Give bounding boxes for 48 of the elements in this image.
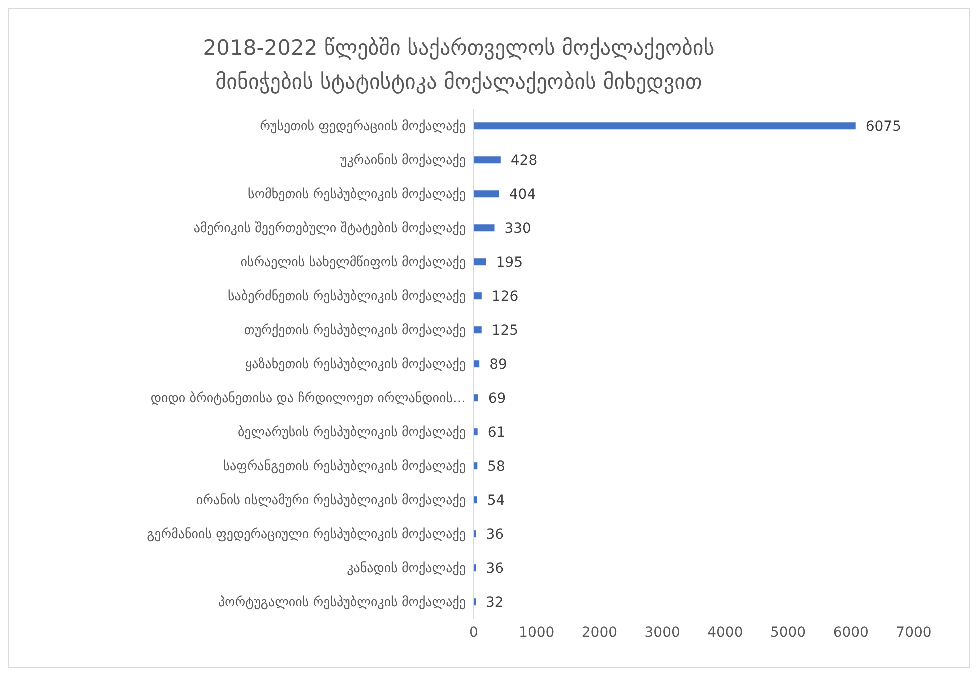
x-tick-label: 6000 xyxy=(833,624,869,641)
data-label: 36 xyxy=(486,561,504,578)
x-tick-label: 1000 xyxy=(519,624,555,641)
bar xyxy=(474,258,486,266)
data-label: 61 xyxy=(488,425,506,442)
bar xyxy=(474,224,495,232)
data-label: 404 xyxy=(509,187,536,204)
bar xyxy=(474,428,478,436)
data-label: 89 xyxy=(490,357,508,374)
bar xyxy=(474,326,482,334)
data-label: 428 xyxy=(510,153,538,170)
y-tick-label: რუსეთის ფედერაციის მოქალაქე xyxy=(260,120,466,135)
y-tick-label: ამერიკის შეერთებული შტატების მოქალაქე xyxy=(194,222,466,237)
data-label: 36 xyxy=(486,527,504,544)
y-tick-label: პორტუგალიის რესპუბლიკის მოქალაქე xyxy=(218,596,466,611)
x-tick-label: 2000 xyxy=(582,624,618,641)
y-tick-label: ბელარუსის რესპუბლიკის მოქალაქე xyxy=(238,426,466,441)
bar xyxy=(474,292,482,300)
y-tick-label: სომხეთის რესპუბლიკის მოქალაქე xyxy=(248,188,466,203)
data-label: 6075 xyxy=(866,119,902,136)
data-label: 69 xyxy=(488,391,506,408)
data-label: 125 xyxy=(492,323,519,340)
y-tick-label: დიდი ბრიტანეთისა და ჩრდილოეთ ირლანდიის… xyxy=(150,392,466,407)
data-label: 195 xyxy=(496,255,523,272)
y-tick-label: საფრანგეთის რესპუბლიკის მოქალაქე xyxy=(223,460,466,475)
data-label: 54 xyxy=(487,493,506,510)
bar xyxy=(474,122,856,130)
chart-title: 2018-2022 წლებში საქართველოს მოქალაქეობის მინიჭების სტატისტიკა მოქალაქეობის მიხედვით xyxy=(202,35,716,96)
data-label: 330 xyxy=(504,221,532,238)
y-tick-label: უკრაინის მოქალაქე xyxy=(340,154,466,169)
x-tick-label: 0 xyxy=(470,624,478,641)
x-tick-label: 7000 xyxy=(896,624,932,641)
bar xyxy=(474,394,478,402)
y-tick-label: ისრაელის სახელმწიფოს მოქალაქე xyxy=(240,256,466,271)
x-tick-label: 3000 xyxy=(644,624,680,641)
data-label: 58 xyxy=(488,459,506,476)
y-tick-label: გერმანიის ფედერაციული რესპუბლიკის მოქალაქე xyxy=(147,528,466,543)
y-tick-label: ირანის ისლამური რესპუბლიკის მოქალაქე xyxy=(196,494,466,509)
data-label: 126 xyxy=(492,289,519,306)
y-tick-label: კანადის მოქალაქე xyxy=(347,562,466,577)
bar xyxy=(474,156,501,164)
y-tick-label: ყაზახეთის რესპუბლიკის მოქალაქე xyxy=(245,358,466,373)
y-tick-label: თურქეთის რესპუბლიკის მოქალაქე xyxy=(244,324,466,339)
data-label: 32 xyxy=(486,595,504,612)
x-tick-label: 4000 xyxy=(708,624,744,641)
x-tick-label: 5000 xyxy=(770,624,806,641)
y-tick-label: საბერძნეთის რესპუბლიკის მოქალაქე xyxy=(228,290,466,305)
bar xyxy=(474,190,500,198)
